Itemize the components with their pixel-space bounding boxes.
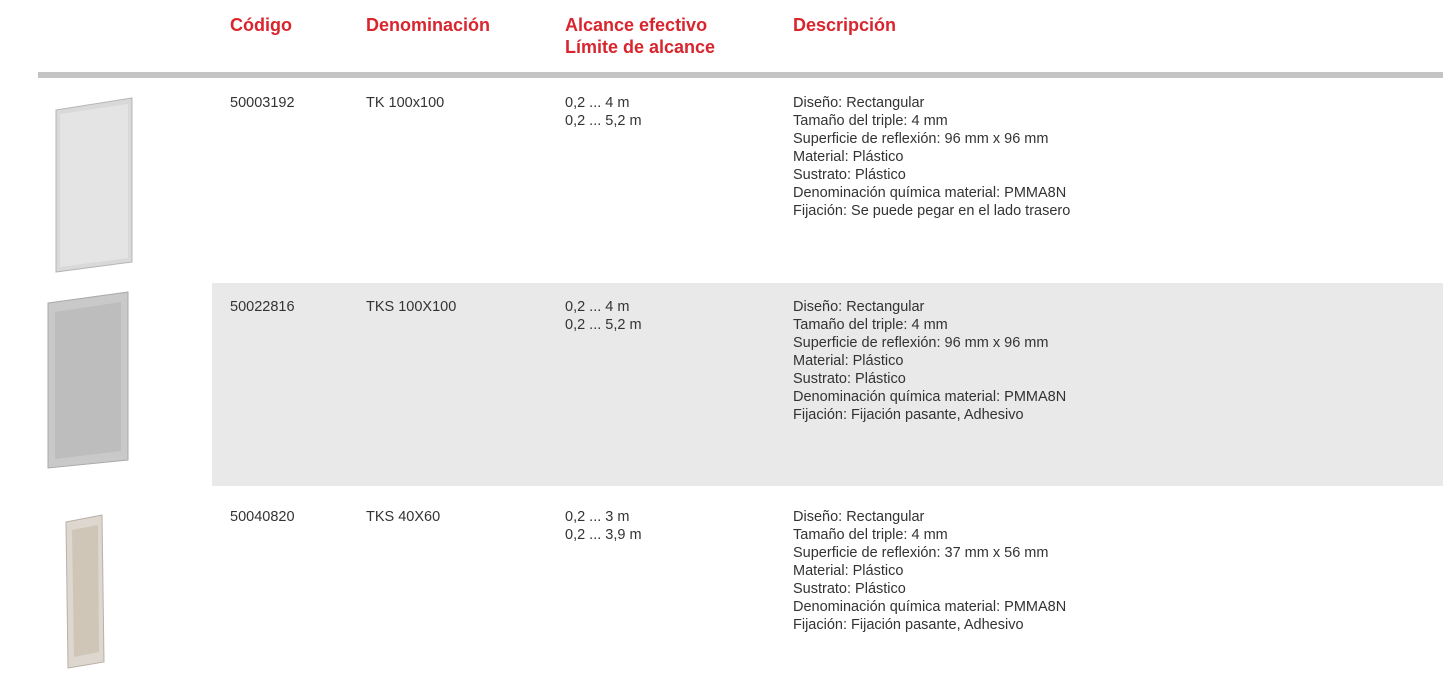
- description-line: Fijación: Fijación pasante, Adhesivo: [793, 407, 1024, 423]
- description: Diseño: Rectangular Tamaño del triple: 4 …: [793, 94, 1070, 220]
- description-line: Sustrato: Plástico: [793, 581, 906, 597]
- range-line: 0,2 ... 3,9 m: [565, 527, 642, 543]
- description-line: Diseño: Rectangular: [793, 509, 925, 525]
- name: TK 100x100: [366, 95, 445, 111]
- description-line: Tamaño del triple: 4 mm: [793, 527, 948, 543]
- description-line: Superficie de reflexión: 96 mm x 96 mm: [793, 131, 1049, 147]
- description-line: Tamaño del triple: 4 mm: [793, 113, 948, 129]
- range-line: 0,2 ... 4 m: [565, 95, 630, 111]
- range-line: 0,2 ... 3 m: [565, 509, 630, 525]
- description-line: Diseño: Rectangular: [793, 299, 925, 315]
- header-code: Código: [230, 15, 292, 35]
- header-name: Denominación: [366, 15, 491, 35]
- header-rule: [38, 72, 1443, 78]
- header-description: Descripción: [793, 15, 897, 35]
- description-line: Tamaño del triple: 4 mm: [793, 317, 948, 333]
- description-line: Sustrato: Plástico: [793, 371, 906, 387]
- description-line: Material: Plástico: [793, 353, 904, 369]
- name: TKS 100X100: [366, 299, 457, 315]
- description-line: Denominación química material: PMMA8N: [793, 599, 1067, 615]
- range-line: 0,2 ... 4 m: [565, 299, 630, 315]
- description-line: Material: Plástico: [793, 149, 904, 165]
- code: 50003192: [230, 95, 295, 111]
- description-line: Sustrato: Plástico: [793, 167, 906, 183]
- description-line: Diseño: Rectangular: [793, 95, 925, 111]
- description-line: Superficie de reflexión: 96 mm x 96 mm: [793, 335, 1049, 351]
- code: 50040820: [230, 509, 295, 525]
- range: 0,2 ... 4 m 0,2 ... 5,2 m: [565, 298, 642, 334]
- description-line: Superficie de reflexión: 37 mm x 56 mm: [793, 545, 1049, 561]
- row-shade: [212, 283, 1443, 486]
- description-line: Material: Plástico: [793, 563, 904, 579]
- reflector-image: [55, 302, 121, 459]
- description-line: Denominación química material: PMMA8N: [793, 185, 1067, 201]
- name: TKS 40X60: [366, 509, 441, 525]
- description: Diseño: Rectangular Tamaño del triple: 4 …: [793, 508, 1066, 634]
- description: Diseño: Rectangular Tamaño del triple: 4 …: [793, 298, 1066, 424]
- reflector-image: [60, 104, 128, 267]
- description-line: Fijación: Se puede pegar en el lado tras…: [793, 203, 1071, 219]
- range: 0,2 ... 4 m 0,2 ... 5,2 m: [565, 94, 642, 130]
- header-range-line: Límite de alcance: [565, 37, 716, 57]
- description-line: Denominación química material: PMMA8N: [793, 389, 1067, 405]
- range: 0,2 ... 3 m 0,2 ... 3,9 m: [565, 508, 642, 544]
- description-line: Fijación: Fijación pasante, Adhesivo: [793, 617, 1024, 633]
- range-line: 0,2 ... 5,2 m: [565, 317, 642, 333]
- range-line: 0,2 ... 5,2 m: [565, 113, 642, 129]
- reflector-image: [72, 525, 99, 657]
- header-range-line: Alcance efectivo: [565, 15, 708, 35]
- header-range: Alcance efectivo Límite de alcance: [565, 14, 715, 58]
- product-images: [47, 97, 133, 669]
- code: 50022816: [230, 299, 295, 315]
